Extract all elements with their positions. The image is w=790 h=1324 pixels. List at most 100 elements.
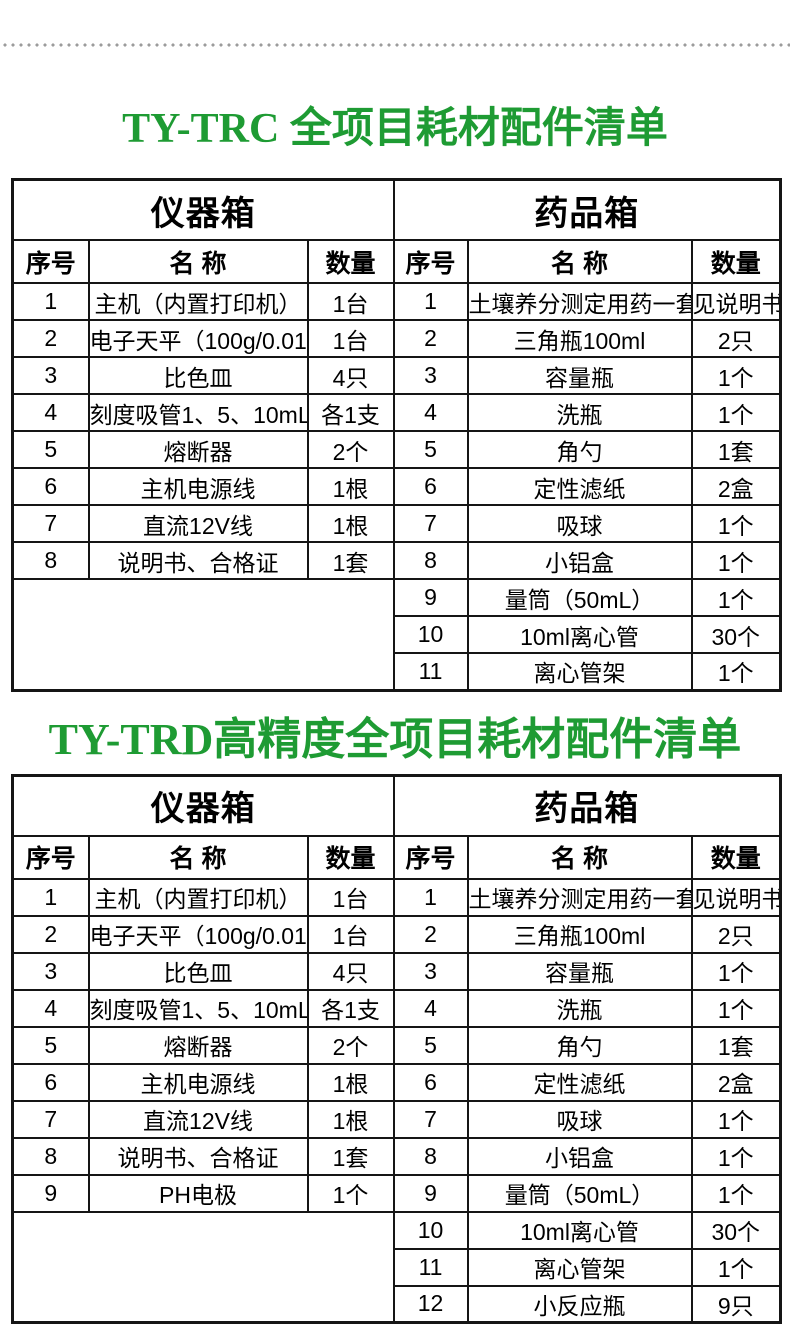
item-name-cell: 角勺 [466, 1025, 693, 1065]
table-row: 3 比色皿 4只 3 容量瓶 1个 [11, 951, 782, 991]
quantity-cell: 1个 [690, 541, 782, 580]
item-name-cell: 电子天平（100g/0.01g） [87, 319, 309, 358]
item-name-cell: 三角瓶100ml [466, 319, 693, 358]
table-row: 10 10ml离心管 30个 [13, 615, 782, 654]
row-number-cell: 9 [392, 1173, 469, 1213]
col-header-quantity: 数量 [306, 239, 395, 284]
row-number-cell: 8 [392, 1136, 469, 1176]
quantity-cell: 1个 [306, 1173, 395, 1213]
row-number-cell: 4 [392, 393, 469, 432]
row-number-cell: 3 [11, 951, 90, 991]
row-number-cell: 7 [392, 1099, 469, 1139]
table-row: 11 离心管架 1个 [13, 652, 782, 691]
col-header-quantity: 数量 [690, 834, 782, 880]
item-name-cell: 10ml离心管 [466, 615, 693, 654]
table-row: 9 量筒（50mL） 1个 [11, 578, 782, 691]
row-number-cell: 4 [11, 988, 90, 1028]
quantity-cell: 各1支 [306, 393, 395, 432]
quantity-cell: 2盒 [690, 1062, 782, 1102]
quantity-cell: 1个 [690, 578, 782, 617]
row-number-cell: 7 [11, 504, 90, 543]
table-row: 1 主机（内置打印机） 1台 1 土壤养分测定用药一套 见说明书 [11, 877, 782, 917]
table-row: 6 主机电源线 1根 6 定性滤纸 2盒 [11, 467, 782, 506]
quantity-cell: 1台 [306, 282, 395, 321]
quantity-cell: 见说明书 [690, 877, 782, 917]
item-name-cell: 量筒（50mL） [466, 578, 693, 617]
item-name-cell: 比色皿 [87, 356, 309, 395]
trc-parts-table: 仪器箱 药品箱 序号 名 称 数量 序号 名 称 数量 1 主机（内置打印机） 1台… [11, 178, 783, 692]
item-name-cell: 10ml离心管 [466, 1210, 693, 1250]
quantity-cell: 各1支 [306, 988, 395, 1028]
quantity-cell: 1台 [306, 877, 395, 917]
quantity-cell: 1根 [306, 504, 395, 543]
item-name-cell: 定性滤纸 [466, 467, 693, 506]
row-number-cell: 8 [392, 541, 469, 580]
quantity-cell: 1个 [690, 504, 782, 543]
quantity-cell: 1个 [690, 1136, 782, 1176]
quantity-cell: 1套 [306, 541, 395, 580]
item-name-cell: 小铝盒 [466, 541, 693, 580]
row-number-cell: 4 [11, 393, 90, 432]
quantity-cell: 2个 [306, 430, 395, 469]
group-header-instrument-box: 仪器箱 [11, 774, 395, 837]
empty-merged-cell [11, 578, 395, 691]
quantity-cell: 1个 [690, 988, 782, 1028]
row-number-cell: 7 [392, 504, 469, 543]
col-header-name: 名 称 [466, 834, 693, 880]
table-row: 12 小反应瓶 9只 [13, 1284, 782, 1324]
item-name-cell: 洗瓶 [466, 988, 693, 1028]
quantity-cell: 4只 [306, 356, 395, 395]
item-name-cell: 熔断器 [87, 430, 309, 469]
row-number-cell: 8 [11, 1136, 90, 1176]
quantity-cell: 2个 [306, 1025, 395, 1065]
quantity-cell: 1个 [690, 1099, 782, 1139]
item-name-cell: 熔断器 [87, 1025, 309, 1065]
table-row: 6 主机电源线 1根 6 定性滤纸 2盒 [11, 1062, 782, 1102]
row-number-cell: 12 [392, 1284, 469, 1324]
row-number-cell: 5 [11, 430, 90, 469]
item-name-cell: 吸球 [466, 504, 693, 543]
quantity-cell: 9只 [690, 1284, 782, 1324]
table-row: 5 熔断器 2个 5 角勺 1套 [11, 430, 782, 469]
item-name-cell: 主机电源线 [87, 1062, 309, 1102]
row-number-cell: 3 [392, 356, 469, 395]
quantity-cell: 2盒 [690, 467, 782, 506]
table-row: 11 离心管架 1个 [13, 1247, 782, 1287]
quantity-cell: 1台 [306, 319, 395, 358]
item-name-cell: PH电极 [87, 1173, 309, 1213]
row-number-cell: 2 [11, 319, 90, 358]
row-number-cell: 10 [392, 1210, 469, 1250]
row-number-cell: 2 [392, 319, 469, 358]
table-row: 10 10ml离心管 30个 [11, 1210, 782, 1324]
item-name-cell: 电子天平（100g/0.01g） [87, 914, 309, 954]
row-number-cell: 5 [392, 1025, 469, 1065]
column-header-row: 序号 名 称 数量 序号 名 称 数量 [11, 834, 782, 880]
item-name-cell: 刻度吸管1、5、10mL [87, 393, 309, 432]
item-name-cell: 量筒（50mL） [466, 1173, 693, 1213]
row-number-cell: 8 [11, 541, 90, 580]
page-title-trc: TY-TRC 全项目耗材配件清单 [122, 106, 668, 152]
quantity-cell: 30个 [690, 615, 782, 654]
item-name-cell: 角勺 [466, 430, 693, 469]
trd-parts-table: 仪器箱 药品箱 序号 名 称 数量 序号 名 称 数量 1 主机（内置打印机） 1台… [11, 773, 783, 1324]
quantity-cell: 1个 [690, 1173, 782, 1213]
col-header-name: 名 称 [87, 834, 309, 880]
group-header-medicine-box: 药品箱 [392, 178, 782, 241]
row-number-cell: 1 [11, 877, 90, 917]
page-title-trd: TY-TRD高精度全项目耗材配件清单 [48, 714, 742, 764]
quantity-cell: 1个 [690, 951, 782, 991]
empty-merged-cell [11, 1210, 395, 1324]
group-header-row: 仪器箱 药品箱 [11, 178, 782, 241]
col-header-quantity: 数量 [306, 834, 395, 880]
row-number-cell: 2 [392, 914, 469, 954]
table-row: 7 直流12V线 1根 7 吸球 1个 [11, 1099, 782, 1139]
col-header-number: 序号 [11, 834, 90, 880]
group-header-row: 仪器箱 药品箱 [11, 774, 782, 837]
item-name-cell: 土壤养分测定用药一套 [466, 282, 693, 321]
row-number-cell: 4 [392, 988, 469, 1028]
quantity-cell: 4只 [306, 951, 395, 991]
quantity-cell: 1台 [306, 914, 395, 954]
table-row: 5 熔断器 2个 5 角勺 1套 [11, 1025, 782, 1065]
item-name-cell: 离心管架 [466, 652, 693, 691]
